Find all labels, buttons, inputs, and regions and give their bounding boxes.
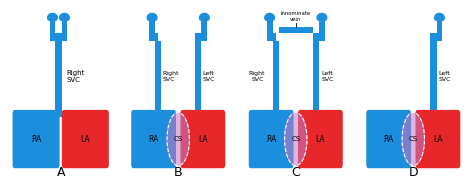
Bar: [430, 33, 439, 41]
Bar: [50, 33, 67, 41]
Text: LA: LA: [81, 135, 90, 144]
Bar: [195, 33, 204, 41]
Bar: [62, 18, 67, 41]
Bar: [149, 18, 155, 41]
Text: Right
SVC: Right SVC: [248, 71, 264, 82]
Bar: [267, 33, 275, 41]
Text: RA: RA: [148, 135, 159, 144]
Text: A: A: [56, 166, 65, 179]
Text: RA: RA: [266, 135, 276, 144]
Bar: [430, 41, 437, 108]
Polygon shape: [402, 113, 425, 166]
Bar: [195, 105, 201, 117]
Bar: [313, 33, 322, 41]
Bar: [55, 105, 62, 117]
Bar: [279, 27, 313, 33]
Text: Left
SVC: Left SVC: [321, 71, 334, 82]
Bar: [313, 41, 319, 108]
FancyBboxPatch shape: [13, 110, 60, 168]
Text: B: B: [174, 166, 182, 179]
FancyBboxPatch shape: [181, 110, 225, 168]
Text: innominate
vein: innominate vein: [281, 11, 311, 22]
Text: CS: CS: [409, 136, 418, 142]
Bar: [155, 41, 161, 108]
Bar: [201, 18, 207, 41]
Text: RA: RA: [31, 135, 41, 144]
Polygon shape: [284, 113, 307, 166]
Bar: [267, 18, 273, 41]
Bar: [195, 41, 201, 108]
Text: CS: CS: [173, 136, 183, 142]
Bar: [313, 105, 319, 117]
Bar: [319, 18, 325, 41]
FancyBboxPatch shape: [416, 110, 460, 168]
FancyBboxPatch shape: [298, 110, 343, 168]
Text: RA: RA: [383, 135, 394, 144]
Bar: [437, 18, 442, 41]
Text: C: C: [292, 166, 300, 179]
Text: LA: LA: [198, 135, 208, 144]
Polygon shape: [167, 113, 190, 166]
Bar: [55, 41, 62, 108]
Bar: [50, 18, 55, 41]
Text: D: D: [409, 166, 418, 179]
Text: LA: LA: [316, 135, 325, 144]
Text: Right
SVC: Right SVC: [66, 70, 84, 83]
Bar: [430, 105, 437, 117]
FancyBboxPatch shape: [249, 110, 293, 168]
Text: Left
SVC: Left SVC: [439, 71, 451, 82]
Bar: [155, 105, 161, 117]
Bar: [273, 41, 279, 108]
FancyBboxPatch shape: [131, 110, 176, 168]
Text: Right
SVC: Right SVC: [162, 71, 179, 82]
Bar: [273, 105, 279, 117]
Text: Left
SVC: Left SVC: [202, 71, 215, 82]
Text: LA: LA: [433, 135, 443, 144]
FancyBboxPatch shape: [366, 110, 411, 168]
Text: CS: CS: [291, 136, 301, 142]
FancyBboxPatch shape: [62, 110, 109, 168]
Bar: [149, 33, 158, 41]
